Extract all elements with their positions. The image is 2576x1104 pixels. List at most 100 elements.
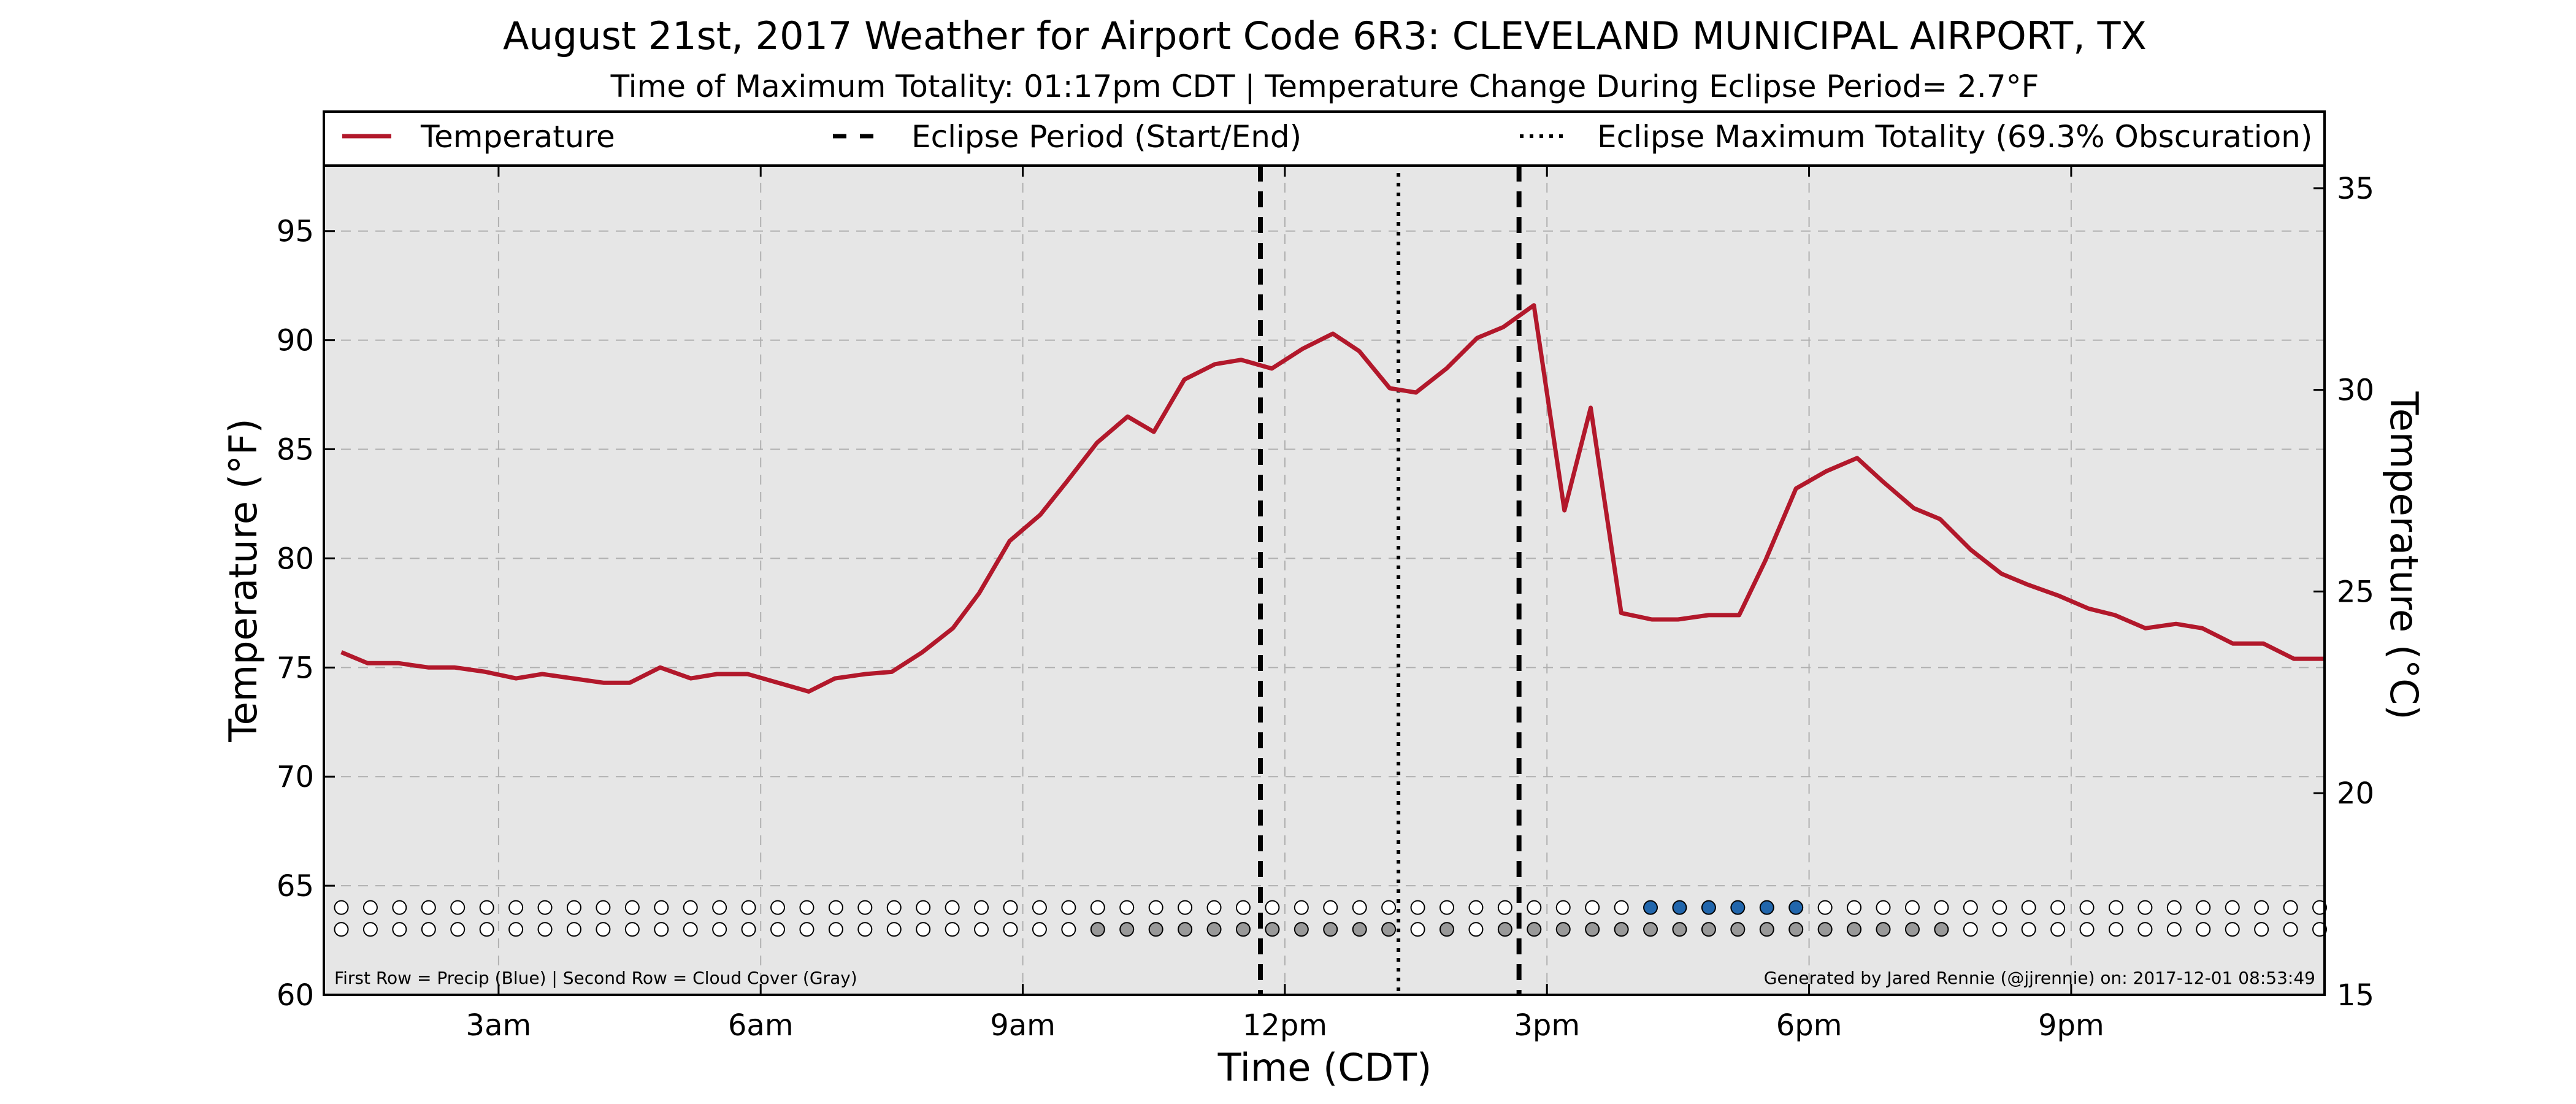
y-tick-label: 80 [277, 542, 314, 576]
precip-marker [886, 900, 902, 915]
y-tick-label: 95 [277, 215, 314, 249]
precip-marker [421, 900, 436, 915]
precip-marker [1119, 900, 1135, 915]
y-tick-label-right: 15 [2337, 978, 2374, 1013]
legend-temperature-label: Temperature [420, 119, 615, 155]
precip-marker [1847, 900, 1862, 915]
precip-marker [2225, 900, 2240, 915]
temperature-line [340, 303, 2325, 694]
y-tick-label: 75 [277, 651, 314, 685]
precip-marker [2283, 900, 2298, 915]
cloud-marker [362, 922, 378, 937]
precip-marker [1235, 900, 1251, 915]
cloud-marker [596, 922, 611, 937]
y-tick-label-right: 35 [2337, 172, 2374, 206]
cloud-marker [1032, 922, 1047, 937]
plot-area [324, 166, 2325, 995]
cloud-marker [2050, 922, 2066, 937]
precip-marker [1497, 900, 1512, 915]
precip-marker [799, 900, 815, 915]
cloud-marker [2225, 922, 2240, 937]
precip-marker [508, 900, 524, 915]
precip-marker [1090, 900, 1105, 915]
cloud-marker [1963, 922, 1978, 937]
precip-marker [596, 900, 611, 915]
cloud-marker [770, 922, 786, 937]
y-tick-label: 60 [277, 978, 314, 1013]
precip-marker [1614, 900, 1629, 915]
precip-marker [450, 900, 466, 915]
precip-marker [2079, 900, 2095, 915]
cloud-marker [1090, 922, 1105, 937]
cloud-marker [2196, 922, 2211, 937]
precip-marker [392, 900, 407, 915]
x-tick-label: 9am [990, 1008, 1056, 1043]
precip-marker [1352, 900, 1367, 915]
precip-marker [1788, 900, 1804, 915]
cloud-marker [683, 922, 698, 937]
cloud-marker [1817, 922, 1833, 937]
y-tick-label: 70 [277, 760, 314, 794]
precip-marker [2196, 900, 2211, 915]
cloud-marker [2137, 922, 2153, 937]
precip-marker [566, 900, 581, 915]
precip-marker [2254, 900, 2269, 915]
precip-marker [1555, 900, 1571, 915]
precip-marker [1381, 900, 1397, 915]
precip-marker [1934, 900, 1949, 915]
precip-marker [828, 900, 843, 915]
y-tick-label-right: 20 [2337, 776, 2374, 811]
cloud-marker [1265, 922, 1280, 937]
x-axis-ticks: 3am 6am 9am 12pm 3pm 6pm 9pm [466, 166, 2104, 1043]
temperature-series [340, 303, 2325, 694]
cloud-marker [1934, 922, 1949, 937]
cloud-marker [1788, 922, 1804, 937]
cloud-marker [1148, 922, 1163, 937]
precip-marker [1178, 900, 1193, 915]
cloud-marker [2108, 922, 2123, 937]
cloud-marker [1206, 922, 1222, 937]
precip-marker [2050, 900, 2066, 915]
precip-marker [334, 900, 349, 915]
cloud-marker [1643, 922, 1658, 937]
cloud-marker [741, 922, 756, 937]
precip-marker [1701, 900, 1716, 915]
precip-marker [1963, 900, 1978, 915]
precip-marker [1439, 900, 1454, 915]
cloud-marker [654, 922, 669, 937]
legend-eclipse-period-label: Eclipse Period (Start/End) [911, 119, 1301, 155]
x-tick-label: 12pm [1243, 1008, 1327, 1043]
cloud-marker [1294, 922, 1309, 937]
cloud-marker [1410, 922, 1425, 937]
cloud-marker [1730, 922, 1746, 937]
cloud-marker [1527, 922, 1542, 937]
cloud-marker [334, 922, 349, 937]
precip-marker [2312, 900, 2328, 915]
precip-marker [1206, 900, 1222, 915]
y-tick-label: 65 [277, 869, 314, 903]
cloud-marker [1585, 922, 1600, 937]
precip-marker [1003, 900, 1018, 915]
precip-marker [2108, 900, 2123, 915]
y-tick-label-right: 30 [2337, 374, 2374, 408]
cloud-marker [1847, 922, 1862, 937]
precip-marker [1876, 900, 1891, 915]
precip-marker [654, 900, 669, 915]
cloud-marker [1235, 922, 1251, 937]
cloud-marker [799, 922, 815, 937]
y-axis-label-right: Temperature (°C) [2382, 391, 2426, 719]
precip-marker [2137, 900, 2153, 915]
chart-title: August 21st, 2017 Weather for Airport Co… [503, 13, 2147, 58]
y-axis-ticks-right: 15 20 25 30 35 [2313, 172, 2374, 1013]
cloud-marker [1119, 922, 1135, 937]
cloud-marker [1759, 922, 1774, 937]
precip-marker [1759, 900, 1774, 915]
cloud-marker [945, 922, 960, 937]
precip-marker [1323, 900, 1338, 915]
cloud-marker [1061, 922, 1076, 937]
precip-marker [1730, 900, 1746, 915]
cloud-marker [450, 922, 466, 937]
precip-marker [2021, 900, 2036, 915]
cloud-marker [537, 922, 553, 937]
